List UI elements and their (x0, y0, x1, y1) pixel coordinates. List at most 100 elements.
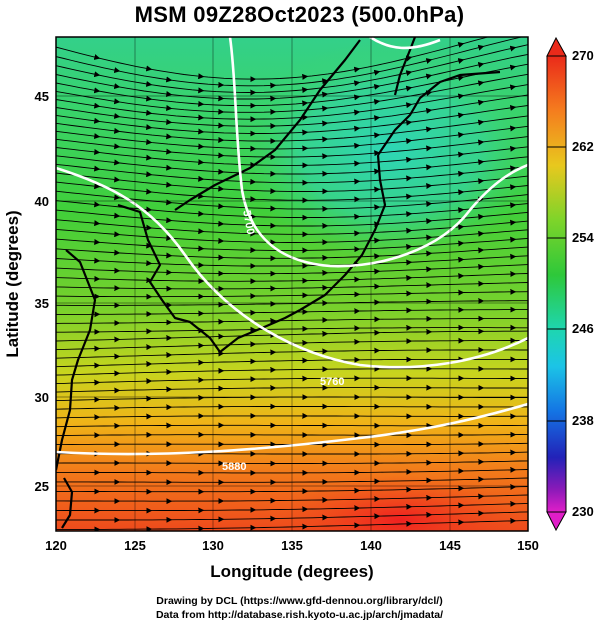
wind-arrow (113, 159, 121, 166)
wind-arrow (405, 102, 413, 109)
x-tick-label: 120 (45, 538, 67, 553)
honshu-coast (299, 154, 387, 311)
y-tick-label: 25 (35, 479, 49, 494)
x-axis-label: Longitude (degrees) (210, 562, 373, 581)
wind-arrow (405, 85, 413, 92)
plot-area: 5880 5760 5700 (56, 30, 528, 531)
taiwan-coast (61, 477, 74, 529)
colorbar-max-arrow (546, 36, 567, 57)
wind-arrow (457, 112, 465, 119)
wind-arrow (165, 76, 173, 83)
wind-arrow (353, 66, 361, 73)
wind-arrow (373, 98, 381, 105)
grid-lines (56, 37, 528, 531)
plot-frame (55, 36, 529, 532)
wind-arrow (509, 45, 517, 52)
x-tick-label: 125 (124, 538, 146, 553)
y-tick-label: 40 (35, 194, 49, 209)
wind-arrow (405, 70, 413, 77)
wind-arrow (511, 30, 515, 31)
colorbar-label: 246 (572, 321, 594, 336)
x-tick-label: 145 (439, 538, 461, 553)
wind-arrow (425, 107, 433, 114)
wind-arrow (113, 98, 121, 105)
wind-arrow (477, 99, 485, 106)
credit-drawing: Drawing by DCL (https://www.gfd-dennou.o… (156, 595, 443, 607)
wind-arrow (457, 75, 465, 82)
wind-arrow (93, 102, 101, 109)
contour-5880 (56, 402, 528, 456)
wind-arrow (405, 138, 413, 145)
chart-title: MSM 09Z28Oct2023 (500.0hPa) (134, 2, 465, 27)
wind-arrow (477, 44, 485, 51)
wind-arrow (113, 67, 121, 74)
contour-5700 (228, 37, 528, 268)
wind-arrow (353, 80, 361, 87)
wind-arrow (145, 109, 153, 116)
colorbar-label: 238 (572, 413, 594, 428)
wind-arrow (113, 127, 121, 134)
wind-arrow (145, 95, 153, 102)
wind-arrow (93, 117, 101, 124)
wind-arrow (509, 145, 517, 152)
wind-arrow (353, 109, 361, 116)
colorbar-min-arrow (546, 511, 567, 532)
china-coast (56, 249, 97, 471)
x-tick-label: 135 (281, 538, 303, 553)
wind-arrow (477, 119, 485, 126)
wind-arrow (425, 126, 433, 133)
wind-arrow (477, 61, 485, 68)
sakhalin-coast (393, 37, 417, 96)
x-tick-label: 150 (517, 538, 539, 553)
wind-arrow (405, 119, 413, 126)
wind-arrow (353, 94, 361, 101)
height-contours (56, 37, 528, 456)
x-axis: 120 125 130 135 140 145 150 Longitude (d… (45, 538, 539, 581)
wind-arrow (373, 83, 381, 90)
colorbar-label: 262 (572, 139, 594, 154)
contour-north (369, 37, 441, 50)
warm-anomaly (280, 475, 520, 531)
contour-5760 (56, 166, 528, 369)
wind-arrow (425, 58, 433, 64)
wind-arrow (145, 80, 153, 87)
wind-arrow (145, 124, 153, 131)
wind-arrow (165, 91, 173, 97)
korea-coast (117, 203, 301, 354)
wind-arrow (477, 139, 485, 146)
wind-arrow (373, 115, 381, 122)
credit-data: Data from http://database.rish.kyoto-u.a… (155, 609, 444, 621)
y-axis: 25 30 35 40 45 Latitude (degrees) (3, 89, 49, 494)
wind-arrow (457, 132, 465, 138)
y-tick-label: 30 (35, 390, 49, 405)
cold-anomaly (240, 40, 528, 260)
wind-arrow (477, 80, 485, 87)
colorbar-label: 254 (572, 230, 594, 245)
contour-label-5880: 5880 (222, 461, 246, 473)
wind-arrow (93, 165, 101, 172)
y-axis-label: Latitude (degrees) (3, 210, 22, 357)
colorbar: 270 262 254 246 238 230 (546, 36, 594, 532)
wind-arrow (457, 42, 465, 48)
wind-arrow (509, 84, 517, 91)
wind-arrow (113, 83, 121, 90)
mainland-coast-north (174, 39, 361, 211)
colorbar-label: 230 (572, 504, 594, 519)
wind-arrow (477, 159, 485, 166)
wind-arrow (145, 65, 153, 72)
x-tick-label: 140 (360, 538, 382, 553)
wind-arrow (93, 87, 101, 94)
colorbar-scale (546, 55, 567, 513)
coastlines (56, 37, 501, 529)
wind-arrow (405, 55, 413, 62)
contour-label-5760: 5760 (320, 376, 344, 388)
wind-arrow (113, 112, 121, 119)
wind-arrow (321, 91, 329, 98)
wind-arrow (93, 71, 101, 78)
wind-arrow (457, 58, 465, 64)
y-tick-label: 45 (35, 89, 49, 104)
contour-label-5700: 5700 (240, 209, 256, 235)
wind-arrow (425, 73, 433, 80)
hokkaido-coast (377, 70, 501, 156)
